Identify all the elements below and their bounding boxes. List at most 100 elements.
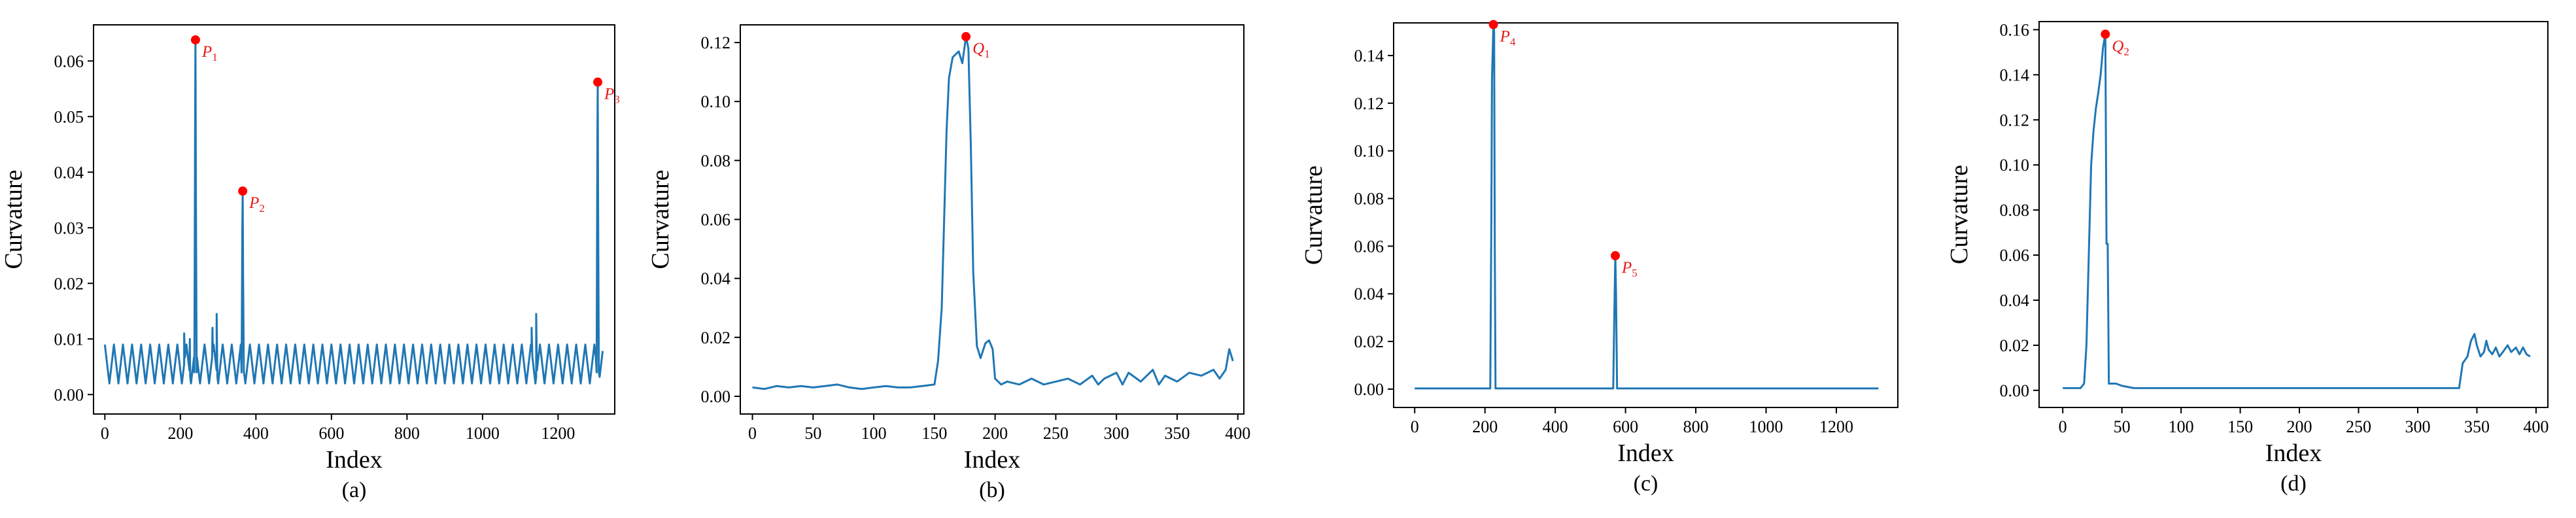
x-tick-label: 800 xyxy=(394,424,420,443)
x-tick-label: 150 xyxy=(921,424,947,443)
y-axis-label: Curvature xyxy=(1946,165,1973,264)
y-tick-label: 0.10 xyxy=(701,92,731,111)
x-axis-label: Index xyxy=(326,446,383,474)
x-tick-label: 250 xyxy=(2346,417,2371,436)
x-tick-label: 350 xyxy=(1164,424,1190,443)
y-tick-label: 0.14 xyxy=(2000,65,2030,84)
x-tick-label: 200 xyxy=(982,424,1008,443)
y-tick-label: 0.10 xyxy=(1354,142,1384,161)
panel-caption: (d) xyxy=(2280,472,2307,496)
x-tick-label: 0 xyxy=(2059,417,2067,436)
x-tick-label: 800 xyxy=(1683,417,1709,436)
peak-label: P3 xyxy=(604,86,620,106)
x-tick-label: 300 xyxy=(2405,417,2430,436)
x-tick-label: 100 xyxy=(2169,417,2194,436)
panel-caption: (b) xyxy=(979,478,1005,502)
y-tick-label: 0.04 xyxy=(2000,291,2030,310)
series-line xyxy=(1415,24,1879,390)
plot-frame xyxy=(2038,21,2549,408)
x-tick-label: 400 xyxy=(243,424,269,443)
peak-marker xyxy=(1488,20,1498,29)
y-tick-label: 0.04 xyxy=(1354,285,1384,303)
x-tick-label: 1000 xyxy=(1749,417,1783,436)
x-tick-label: 1200 xyxy=(541,424,575,443)
peak-marker xyxy=(593,77,603,87)
peak-label: P5 xyxy=(1621,259,1638,279)
y-tick-label: 0.02 xyxy=(2000,336,2030,355)
chart-panel-d: 0 50 100 150 200 250 300 350 400 0.00 0.02 0.04 0.06… xyxy=(1946,20,2549,496)
peak-marker xyxy=(190,35,200,44)
x-tick-label: 0 xyxy=(1411,417,1419,436)
y-tick-label: 0.12 xyxy=(1354,94,1384,113)
y-tick-label: 0.14 xyxy=(1354,46,1384,65)
peak-label: Q1 xyxy=(972,40,990,60)
y-tick-label: 0.02 xyxy=(1354,332,1384,351)
plot-frame xyxy=(1393,22,1898,408)
x-tick-label: 200 xyxy=(2287,417,2312,436)
series-line xyxy=(103,39,604,385)
y-tick-label: 0.00 xyxy=(1354,380,1384,399)
peak-label: P1 xyxy=(201,43,218,63)
peak-label: Q2 xyxy=(2112,37,2129,58)
plot-frame xyxy=(740,24,1245,415)
y-tick-label: 0.16 xyxy=(2000,20,2030,39)
y-tick-label: 0.00 xyxy=(54,385,84,404)
peak-label: P2 xyxy=(249,194,265,215)
x-tick-label: 600 xyxy=(318,424,344,443)
x-tick-label: 400 xyxy=(1543,417,1568,436)
y-tick-label: 0.02 xyxy=(54,274,84,293)
y-tick-label: 0.10 xyxy=(2000,156,2030,175)
y-tick-label: 0.06 xyxy=(1354,237,1384,256)
x-tick-label: 350 xyxy=(2464,417,2490,436)
y-tick-label: 0.06 xyxy=(701,211,731,230)
x-tick-label: 200 xyxy=(1472,417,1498,436)
y-tick-label: 0.03 xyxy=(54,218,84,237)
y-tick-label: 0.08 xyxy=(1354,189,1384,208)
series-line xyxy=(2063,33,2531,389)
peak-marker xyxy=(238,186,248,196)
y-tick-label: 0.12 xyxy=(2000,111,2030,130)
plot-frame xyxy=(93,24,615,415)
x-tick-label: 100 xyxy=(861,424,887,443)
chart-panel-a: 0 200 400 600 800 1000 1200 0.00 0.01 0.02 0.03 0.0… xyxy=(0,24,620,502)
x-axis-label: Index xyxy=(964,446,1021,474)
x-tick-label: 200 xyxy=(167,424,193,443)
panel-caption: (c) xyxy=(1634,472,1658,496)
peak-marker xyxy=(2101,29,2110,39)
y-tick-label: 0.00 xyxy=(701,387,731,406)
peak-marker xyxy=(1611,250,1621,260)
y-tick-label: 0.06 xyxy=(2000,246,2030,265)
x-tick-label: 0 xyxy=(101,424,109,443)
y-tick-label: 0.01 xyxy=(54,330,84,349)
chart-panel-b: 0 50 100 150 200 250 300 350 400 0.00 0.02 0.04 0.06… xyxy=(647,24,1250,502)
x-tick-label: 0 xyxy=(748,424,757,443)
x-tick-label: 400 xyxy=(2523,417,2549,436)
x-axis-label: Index xyxy=(1617,440,1674,467)
x-tick-label: 1000 xyxy=(466,424,500,443)
y-tick-label: 0.08 xyxy=(701,151,731,170)
y-axis-label: Curvature xyxy=(647,170,674,269)
series-line xyxy=(752,35,1234,390)
y-axis-label: Curvature xyxy=(1300,165,1328,265)
x-tick-label: 50 xyxy=(2114,417,2131,436)
x-tick-label: 150 xyxy=(2227,417,2253,436)
x-tick-label: 250 xyxy=(1043,424,1069,443)
y-tick-label: 0.05 xyxy=(54,107,84,126)
y-tick-label: 0.00 xyxy=(2000,381,2030,400)
x-tick-label: 600 xyxy=(1613,417,1638,436)
chart-panel-c: 0 200 400 600 800 1000 1200 0.00 0.02 0.04 0.06 0.0… xyxy=(1300,20,1898,496)
y-tick-label: 0.08 xyxy=(2000,201,2030,220)
panel-caption: (a) xyxy=(342,478,367,502)
x-tick-label: 400 xyxy=(1225,424,1250,443)
y-tick-label: 0.12 xyxy=(701,33,731,52)
y-tick-label: 0.04 xyxy=(54,163,84,182)
x-tick-label: 1200 xyxy=(1819,417,1853,436)
y-tick-label: 0.04 xyxy=(701,269,731,288)
peak-marker xyxy=(961,32,971,42)
y-tick-label: 0.02 xyxy=(701,328,731,347)
y-axis-label: Curvature xyxy=(0,170,27,269)
x-axis-label: Index xyxy=(2265,440,2322,467)
x-tick-label: 300 xyxy=(1104,424,1129,443)
x-tick-label: 50 xyxy=(804,424,821,443)
